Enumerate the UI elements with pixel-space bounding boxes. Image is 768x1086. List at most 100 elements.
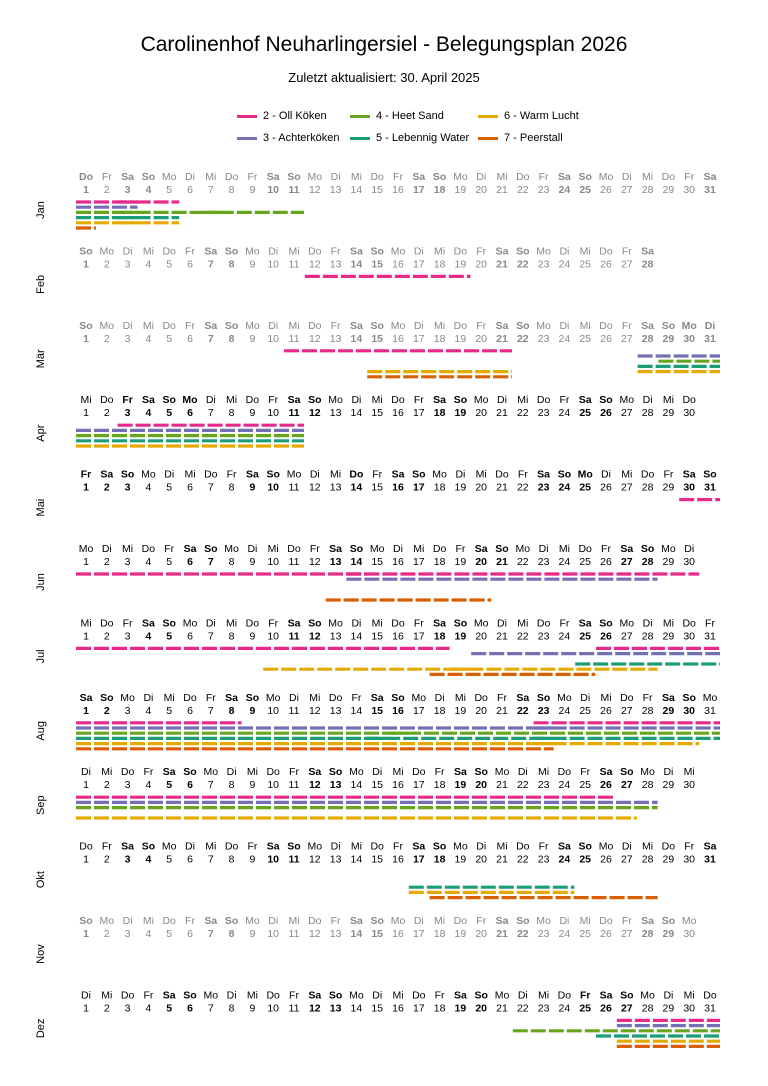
day-tick-label: 25 [579, 407, 591, 419]
day-tick-label: 15 [371, 779, 383, 791]
weekday-tick-label: Mo [391, 320, 406, 332]
day-tick-label: 28 [642, 1002, 654, 1014]
weekday-tick-label: So [79, 245, 92, 257]
weekday-tick-label: Sa [225, 692, 238, 704]
day-tick-label: 1 [83, 779, 89, 791]
day-tick-label: 29 [663, 333, 675, 345]
weekday-tick-label: Di [476, 841, 486, 853]
weekday-tick-label: Sa [163, 766, 176, 778]
weekday-tick-label: Fr [185, 915, 195, 927]
day-tick-label: 16 [392, 779, 404, 791]
weekday-tick-label: Di [123, 915, 133, 927]
day-tick-label: 10 [267, 854, 279, 866]
last-updated-subtitle: Zuletzt aktualisiert: 30. April 2025 [288, 70, 480, 85]
day-tick-label: 11 [289, 1002, 300, 1014]
weekday-tick-label: So [225, 245, 238, 257]
weekday-tick-label: Do [121, 766, 135, 778]
day-tick-label: 5 [166, 407, 172, 419]
day-tick-label: 15 [371, 482, 383, 494]
weekday-tick-label: Mo [100, 320, 115, 332]
weekday-tick-label: Do [162, 915, 176, 927]
day-tick-label: 17 [413, 705, 425, 717]
day-tick-label: 7 [208, 928, 214, 940]
day-tick-label: 18 [434, 705, 446, 717]
weekday-tick-label: So [578, 171, 591, 183]
weekday-tick-label: Di [247, 543, 257, 555]
weekday-tick-label: Fr [435, 766, 445, 778]
day-tick-label: 23 [538, 630, 550, 642]
day-tick-label: 15 [371, 1002, 383, 1014]
day-tick-label: 3 [125, 407, 131, 419]
weekday-tick-label: Di [559, 320, 569, 332]
day-tick-label: 8 [229, 482, 235, 494]
day-tick-label: 15 [371, 705, 383, 717]
day-tick-label: 9 [249, 779, 255, 791]
day-tick-label: 5 [166, 705, 172, 717]
weekday-tick-label: Mo [349, 766, 364, 778]
day-tick-label: 29 [663, 1002, 675, 1014]
day-tick-label: 31 [704, 333, 716, 345]
weekday-tick-label: Mo [536, 915, 551, 927]
day-tick-label: 19 [455, 630, 467, 642]
weekday-tick-label: Sa [516, 692, 529, 704]
legend-label: 5 - Lebennig Water [376, 132, 470, 144]
day-tick-label: 4 [145, 482, 151, 494]
day-tick-label: 16 [392, 705, 404, 717]
day-tick-label: 28 [642, 928, 654, 940]
day-tick-label: 5 [166, 556, 172, 568]
day-tick-label: 6 [187, 482, 193, 494]
day-tick-label: 23 [538, 482, 550, 494]
day-tick-label: 21 [496, 928, 508, 940]
day-tick-label: 19 [455, 1002, 467, 1014]
day-tick-label: 23 [538, 556, 550, 568]
legend-item-warm-lucht: 6 - Warm Lucht [478, 108, 579, 124]
day-tick-label: 24 [559, 928, 571, 940]
day-tick-label: 7 [208, 184, 214, 196]
day-tick-label: 18 [434, 407, 446, 419]
weekday-tick-label: Sa [662, 692, 675, 704]
weekday-tick-label: Di [539, 543, 549, 555]
day-tick-label: 20 [475, 333, 487, 345]
weekday-tick-label: Fr [559, 394, 569, 406]
weekday-tick-label: Do [682, 394, 696, 406]
day-tick-label: 22 [517, 630, 529, 642]
day-tick-label: 31 [704, 705, 716, 717]
day-tick-label: 3 [125, 333, 131, 345]
weekday-tick-label: Mo [162, 171, 177, 183]
weekday-tick-label: Do [246, 394, 260, 406]
day-tick-label: 10 [267, 407, 279, 419]
day-tick-label: 25 [579, 258, 591, 270]
day-tick-label: 19 [455, 333, 467, 345]
weekday-tick-label: Mi [330, 469, 341, 481]
weekday-tick-label: Sa [350, 245, 363, 257]
day-tick-label: 21 [496, 556, 508, 568]
weekday-tick-label: Sa [496, 245, 509, 257]
day-tick-label: 30 [683, 854, 695, 866]
month-label: Sep [35, 795, 47, 815]
day-tick-label: 14 [351, 1002, 363, 1014]
weekday-tick-label: Fr [414, 394, 424, 406]
weekday-tick-label: Di [206, 617, 216, 629]
weekday-tick-label: Sa [288, 617, 301, 629]
weekday-tick-label: Sa [100, 469, 113, 481]
weekday-tick-label: So [620, 989, 633, 1001]
day-tick-label: 17 [413, 928, 425, 940]
day-tick-label: 23 [538, 258, 550, 270]
day-tick-label: 27 [621, 407, 633, 419]
weekday-tick-label: Fr [185, 320, 195, 332]
weekday-tick-label: So [662, 320, 675, 332]
weekday-tick-label: Di [123, 245, 133, 257]
day-tick-label: 4 [145, 258, 151, 270]
weekday-tick-label: Mo [682, 320, 697, 332]
legend-swatch [478, 136, 498, 140]
weekday-tick-label: Di [206, 394, 216, 406]
weekday-tick-label: Do [204, 469, 218, 481]
day-tick-label: 15 [371, 407, 383, 419]
weekday-tick-label: Di [331, 841, 341, 853]
weekday-tick-label: So [287, 841, 300, 853]
day-tick-label: 9 [249, 258, 255, 270]
weekday-tick-label: Mi [80, 394, 91, 406]
weekday-tick-label: Di [643, 617, 653, 629]
weekday-tick-label: Mi [413, 543, 424, 555]
